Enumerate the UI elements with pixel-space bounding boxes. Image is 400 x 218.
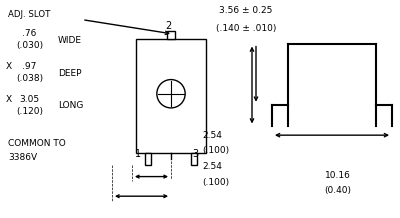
Text: (.140 ± .010): (.140 ± .010) — [216, 24, 276, 33]
Text: ADJ. SLOT: ADJ. SLOT — [8, 10, 50, 19]
Text: X: X — [6, 95, 12, 104]
Text: 3386V: 3386V — [8, 153, 37, 162]
Text: WIDE: WIDE — [58, 36, 82, 45]
Text: DEEP: DEEP — [58, 68, 82, 78]
Text: 3.05: 3.05 — [19, 95, 39, 104]
Text: 2.54: 2.54 — [202, 162, 222, 171]
Text: 10.16: 10.16 — [325, 171, 351, 180]
Text: 2: 2 — [165, 21, 171, 31]
Circle shape — [157, 80, 185, 108]
Bar — [145, 153, 151, 165]
Text: COMMON TO: COMMON TO — [8, 139, 66, 148]
Text: 3: 3 — [192, 149, 198, 159]
Text: .97: .97 — [22, 62, 36, 71]
Text: (.038): (.038) — [16, 74, 43, 83]
Text: (.120): (.120) — [16, 107, 43, 116]
Text: LONG: LONG — [58, 101, 83, 110]
Text: .76: .76 — [22, 29, 36, 38]
Text: (.030): (.030) — [16, 41, 43, 50]
Text: X: X — [6, 62, 12, 71]
Text: (0.40): (0.40) — [324, 186, 352, 195]
Text: 3.56 ± 0.25: 3.56 ± 0.25 — [219, 6, 273, 15]
Text: 1: 1 — [135, 149, 141, 159]
Bar — [166, 31, 175, 39]
Bar — [136, 39, 206, 153]
Text: (.100): (.100) — [202, 177, 229, 187]
Text: 2.54: 2.54 — [202, 131, 222, 140]
Bar — [191, 153, 197, 165]
Text: (.100): (.100) — [202, 146, 229, 155]
